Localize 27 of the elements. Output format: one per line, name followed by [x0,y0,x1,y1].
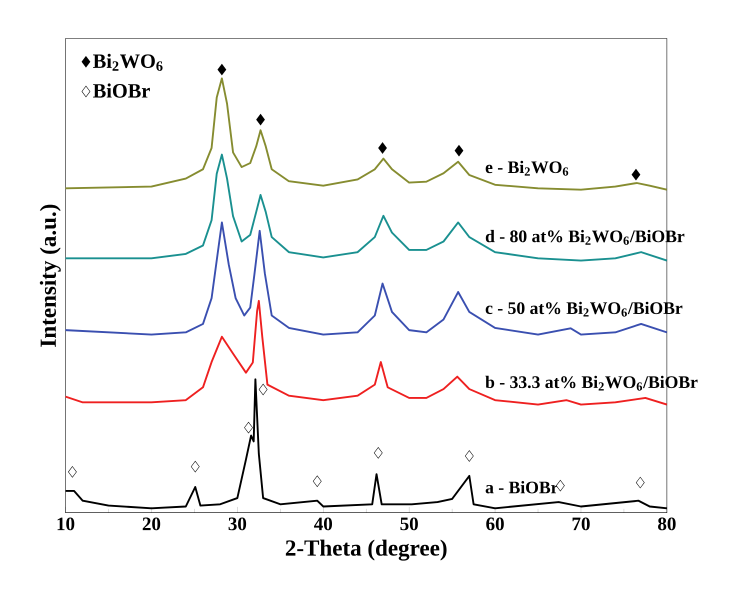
y-axis-title: Intensity (a.u.) [40,204,61,347]
annotation: e - Bi$_{2}$WO$_{6}$ [486,160,568,176]
point [258,384,268,396]
x-tick-label: 10 [58,518,74,530]
x-tick-label: 50 [400,518,418,530]
point [454,145,464,156]
point [190,461,200,472]
x-tick-label: 70 [572,518,590,530]
legend-label: BiOBr [93,84,150,98]
point [256,114,265,126]
point [636,476,645,488]
point [632,168,640,180]
point [68,466,77,478]
point [378,142,387,154]
x-tick-label: 80 [658,518,676,530]
point [312,476,322,488]
point [218,64,226,76]
x-tick-label: 60 [486,518,504,530]
point [464,450,474,462]
point [244,422,253,434]
x-tick-label: 20 [142,518,160,530]
x-tick-label: 30 [228,518,246,530]
point [374,447,383,459]
legend-label: Bi$_{2}$WO$_{6}$ [93,54,163,71]
x-axis-title: 2-Theta (degree) [286,540,447,561]
annotation: a - BiOBr [486,481,558,494]
x-tick-label: 40 [314,518,332,530]
